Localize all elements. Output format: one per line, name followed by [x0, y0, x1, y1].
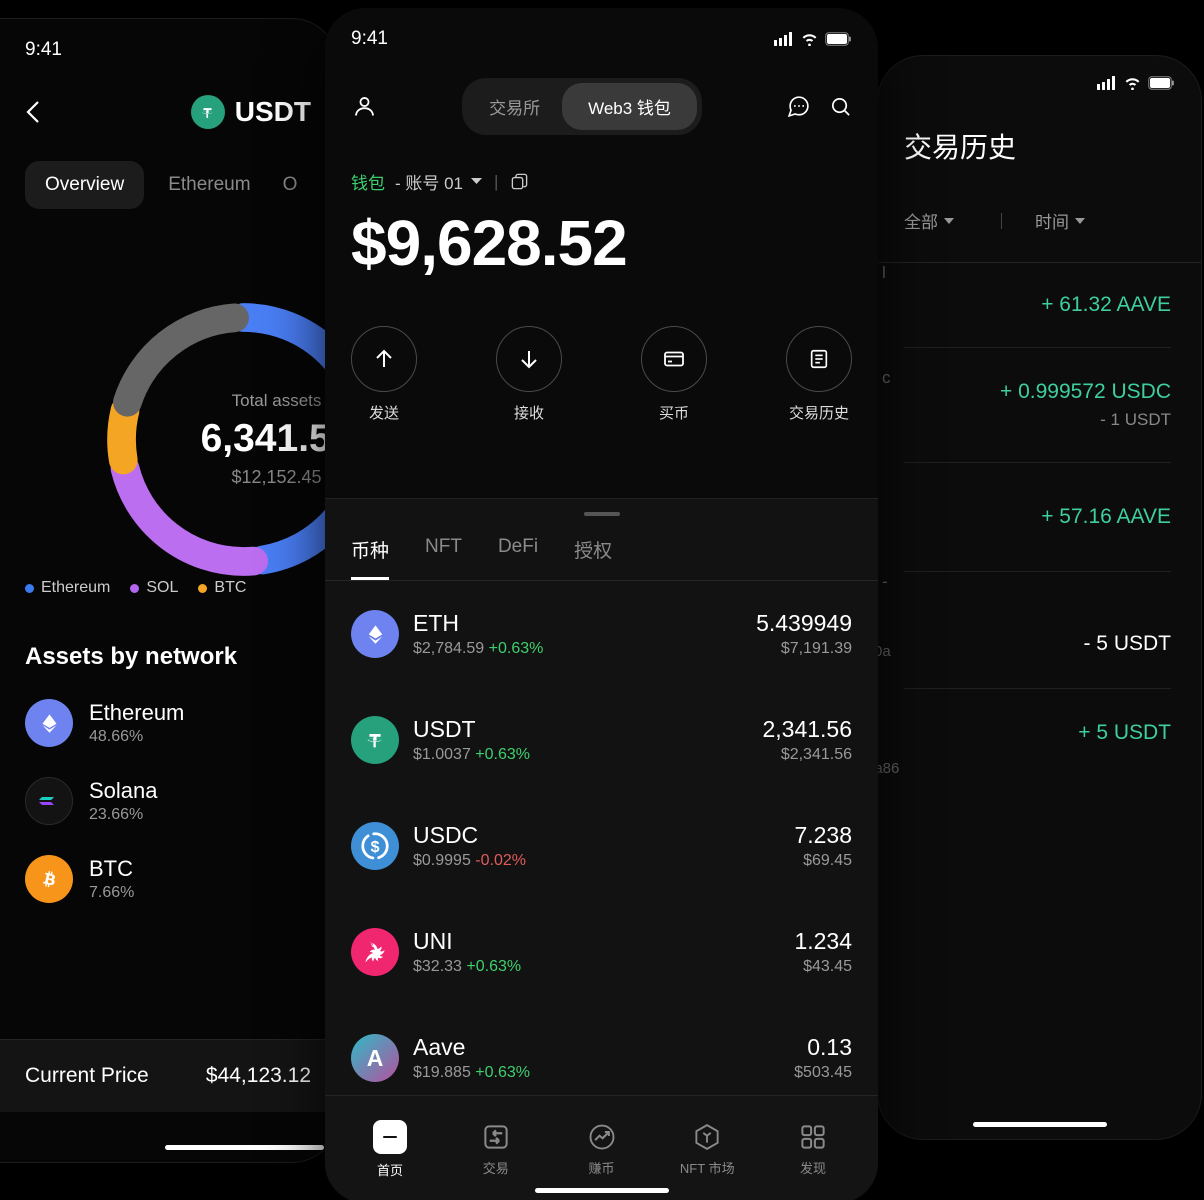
svg-text:$: $ [371, 839, 380, 856]
